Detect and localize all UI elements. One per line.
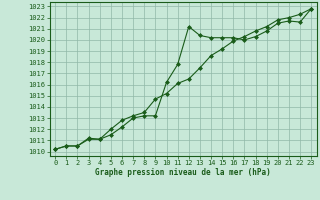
X-axis label: Graphe pression niveau de la mer (hPa): Graphe pression niveau de la mer (hPa) (95, 168, 271, 177)
